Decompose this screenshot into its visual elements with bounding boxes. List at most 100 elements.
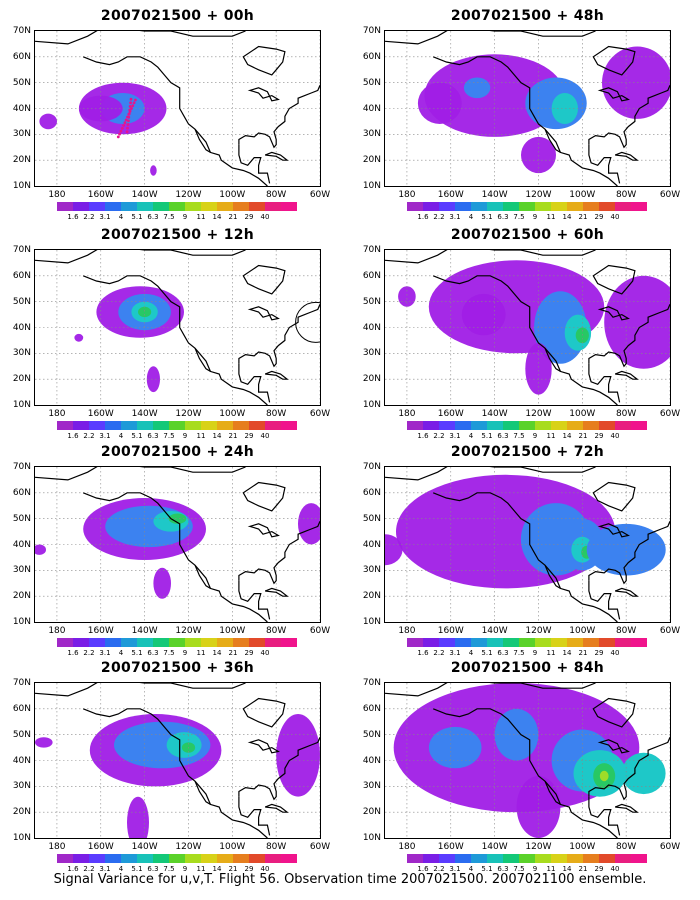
- colorbar-swatch: [137, 638, 153, 647]
- colorbar-label: 11: [196, 865, 206, 873]
- colorbar-swatch: [503, 421, 519, 430]
- coastline: [597, 87, 630, 102]
- lat-label: 60N: [12, 51, 31, 62]
- lat-label: 10N: [12, 181, 31, 191]
- coastline: [592, 697, 636, 728]
- colorbar-swatch: [567, 854, 583, 863]
- coastline: [544, 564, 561, 589]
- coastline: [264, 587, 289, 597]
- lon-label: 180: [398, 409, 416, 419]
- colorbar-swatch: [265, 421, 281, 430]
- lon-label: 100W: [219, 190, 246, 200]
- variance-contour: [146, 366, 160, 393]
- coastline: [35, 31, 246, 45]
- map-svg: [35, 467, 320, 622]
- colorbar-label: 9: [182, 432, 188, 440]
- colorbar-swatch: [487, 638, 503, 647]
- lat-label: 70N: [362, 26, 381, 36]
- lon-label: 180: [48, 409, 66, 419]
- colorbar-label: 14: [212, 865, 222, 873]
- colorbar-label: 7.5: [513, 649, 525, 657]
- coastline: [592, 264, 636, 295]
- colorbar-swatch: [503, 854, 519, 863]
- colorbar-swatch: [455, 638, 471, 647]
- colorbar-swatch: [455, 421, 471, 430]
- flight-track-dot: [124, 118, 128, 122]
- variance-contour: [551, 93, 578, 124]
- colorbar-swatch: [233, 638, 249, 647]
- colorbar-label: 21: [578, 865, 588, 873]
- coastline: [247, 739, 280, 754]
- coastline: [238, 737, 320, 801]
- colorbar-label: 1.6: [67, 213, 79, 221]
- coastline: [238, 363, 271, 403]
- colorbar-swatch: [439, 854, 455, 863]
- colorbar-swatch: [249, 202, 265, 211]
- colorbar-swatch: [599, 854, 615, 863]
- variance-contour: [385, 534, 403, 566]
- flight-track-dot: [125, 130, 129, 134]
- colorbar-swatch: [519, 854, 535, 863]
- variance-contour: [604, 275, 670, 369]
- lat-label: 70N: [362, 678, 381, 688]
- colorbar-label: 9: [532, 865, 538, 873]
- colorbar-label: 2.2: [83, 213, 95, 221]
- colorbar-labels: 1.6 2.2 3.1 4 5.1 6.3 7.5 9 11 14 21 29 40: [407, 432, 671, 442]
- lat-label: 70N: [362, 462, 381, 472]
- colorbar-label: 6.3: [497, 649, 509, 657]
- colorbar-label: 6.3: [497, 432, 509, 440]
- lon-label: 60W: [659, 842, 681, 852]
- coastline: [385, 683, 596, 697]
- colorbar-label: 7.5: [513, 213, 525, 221]
- lat-label: 20N: [362, 374, 381, 385]
- colorbar-swatch: [471, 202, 487, 211]
- colorbar-label: 14: [562, 649, 572, 657]
- lon-label: 120W: [525, 409, 552, 419]
- lon-label: 140W: [131, 190, 158, 200]
- coastline: [544, 128, 561, 153]
- colorbar: [407, 854, 647, 863]
- flight-track-dot: [120, 127, 124, 130]
- lon-label: 180: [398, 190, 416, 200]
- colorbar-swatch: [89, 638, 105, 647]
- colorbar-swatch: [423, 854, 439, 863]
- lat-label: 20N: [362, 591, 381, 602]
- lat-label: 10N: [12, 833, 31, 843]
- colorbar-label: 5.1: [131, 649, 143, 657]
- colorbar-label: 7.5: [513, 432, 525, 440]
- flight-track-dot: [129, 101, 132, 105]
- flight-track-dot: [131, 104, 135, 108]
- coastline: [82, 56, 268, 186]
- lon-label: 160W: [437, 409, 464, 419]
- flight-track-dot: [116, 135, 120, 139]
- lon-label: 140W: [131, 409, 158, 419]
- map-svg: [35, 31, 320, 186]
- flight-track-dot: [134, 98, 137, 102]
- colorbar-label: 7.5: [163, 649, 175, 657]
- panel-title: 2007021500 + 84h: [450, 660, 605, 676]
- colorbar-label: 40: [260, 432, 270, 440]
- colorbar-label: 7.5: [163, 432, 175, 440]
- map-svg: [385, 467, 670, 622]
- flight-track-dot: [118, 132, 121, 136]
- colorbar-label: 29: [244, 865, 254, 873]
- colorbar-swatch: [153, 854, 169, 863]
- colorbar: [57, 202, 297, 211]
- colorbar-swatch: [233, 854, 249, 863]
- coastline: [264, 151, 289, 161]
- colorbar-swatch: [583, 421, 599, 430]
- colorbar-label: 2.2: [83, 432, 95, 440]
- lon-label: 120W: [175, 190, 202, 200]
- variance-contour: [398, 286, 416, 307]
- map-svg: [385, 683, 670, 838]
- lon-label: 60W: [309, 409, 331, 419]
- colorbar-labels: 1.6 2.2 3.1 4 5.1 6.3 7.5 9 11 14 21 29 40: [407, 865, 671, 875]
- map-svg: [385, 31, 670, 186]
- colorbar-label: 5.1: [481, 865, 493, 873]
- coastline: [432, 275, 618, 405]
- colorbar-label: 7.5: [163, 213, 175, 221]
- coastline: [588, 85, 670, 149]
- colorbar: [57, 854, 297, 863]
- lat-label: 20N: [12, 807, 31, 818]
- lat-label: 50N: [12, 77, 31, 88]
